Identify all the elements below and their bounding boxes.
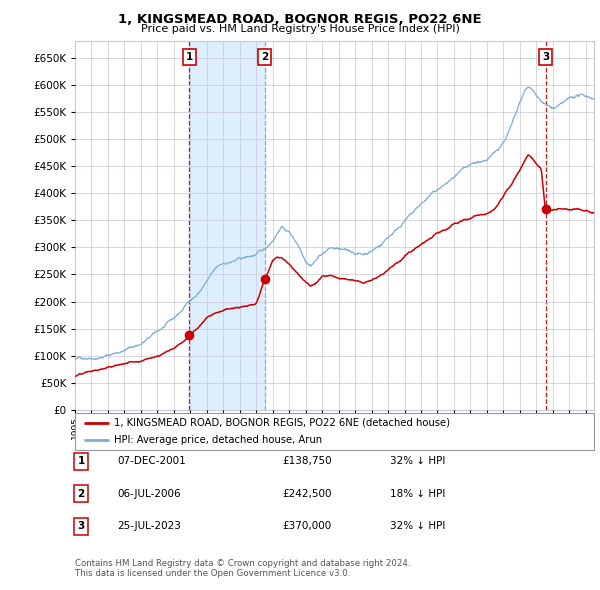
Text: 2: 2 (261, 52, 268, 62)
Text: 25-JUL-2023: 25-JUL-2023 (117, 522, 181, 531)
Text: 32% ↓ HPI: 32% ↓ HPI (390, 522, 445, 531)
Text: 1, KINGSMEAD ROAD, BOGNOR REGIS, PO22 6NE (detached house): 1, KINGSMEAD ROAD, BOGNOR REGIS, PO22 6N… (114, 418, 450, 428)
Text: HPI: Average price, detached house, Arun: HPI: Average price, detached house, Arun (114, 435, 322, 445)
Text: £370,000: £370,000 (282, 522, 331, 531)
Text: 18% ↓ HPI: 18% ↓ HPI (390, 489, 445, 499)
Text: 32% ↓ HPI: 32% ↓ HPI (390, 457, 445, 466)
Text: 3: 3 (542, 52, 549, 62)
Text: 07-DEC-2001: 07-DEC-2001 (117, 457, 186, 466)
Text: 2: 2 (77, 489, 85, 499)
Text: 3: 3 (77, 522, 85, 531)
Text: Price paid vs. HM Land Registry's House Price Index (HPI): Price paid vs. HM Land Registry's House … (140, 24, 460, 34)
Text: Contains HM Land Registry data © Crown copyright and database right 2024.: Contains HM Land Registry data © Crown c… (75, 559, 410, 568)
Text: 1: 1 (77, 457, 85, 466)
Text: 1: 1 (185, 52, 193, 62)
Text: £138,750: £138,750 (282, 457, 332, 466)
Text: £242,500: £242,500 (282, 489, 331, 499)
Text: 1, KINGSMEAD ROAD, BOGNOR REGIS, PO22 6NE: 1, KINGSMEAD ROAD, BOGNOR REGIS, PO22 6N… (118, 13, 482, 26)
Bar (189, 41, 265, 410)
Text: 06-JUL-2006: 06-JUL-2006 (117, 489, 181, 499)
Text: This data is licensed under the Open Government Licence v3.0.: This data is licensed under the Open Gov… (75, 569, 350, 578)
